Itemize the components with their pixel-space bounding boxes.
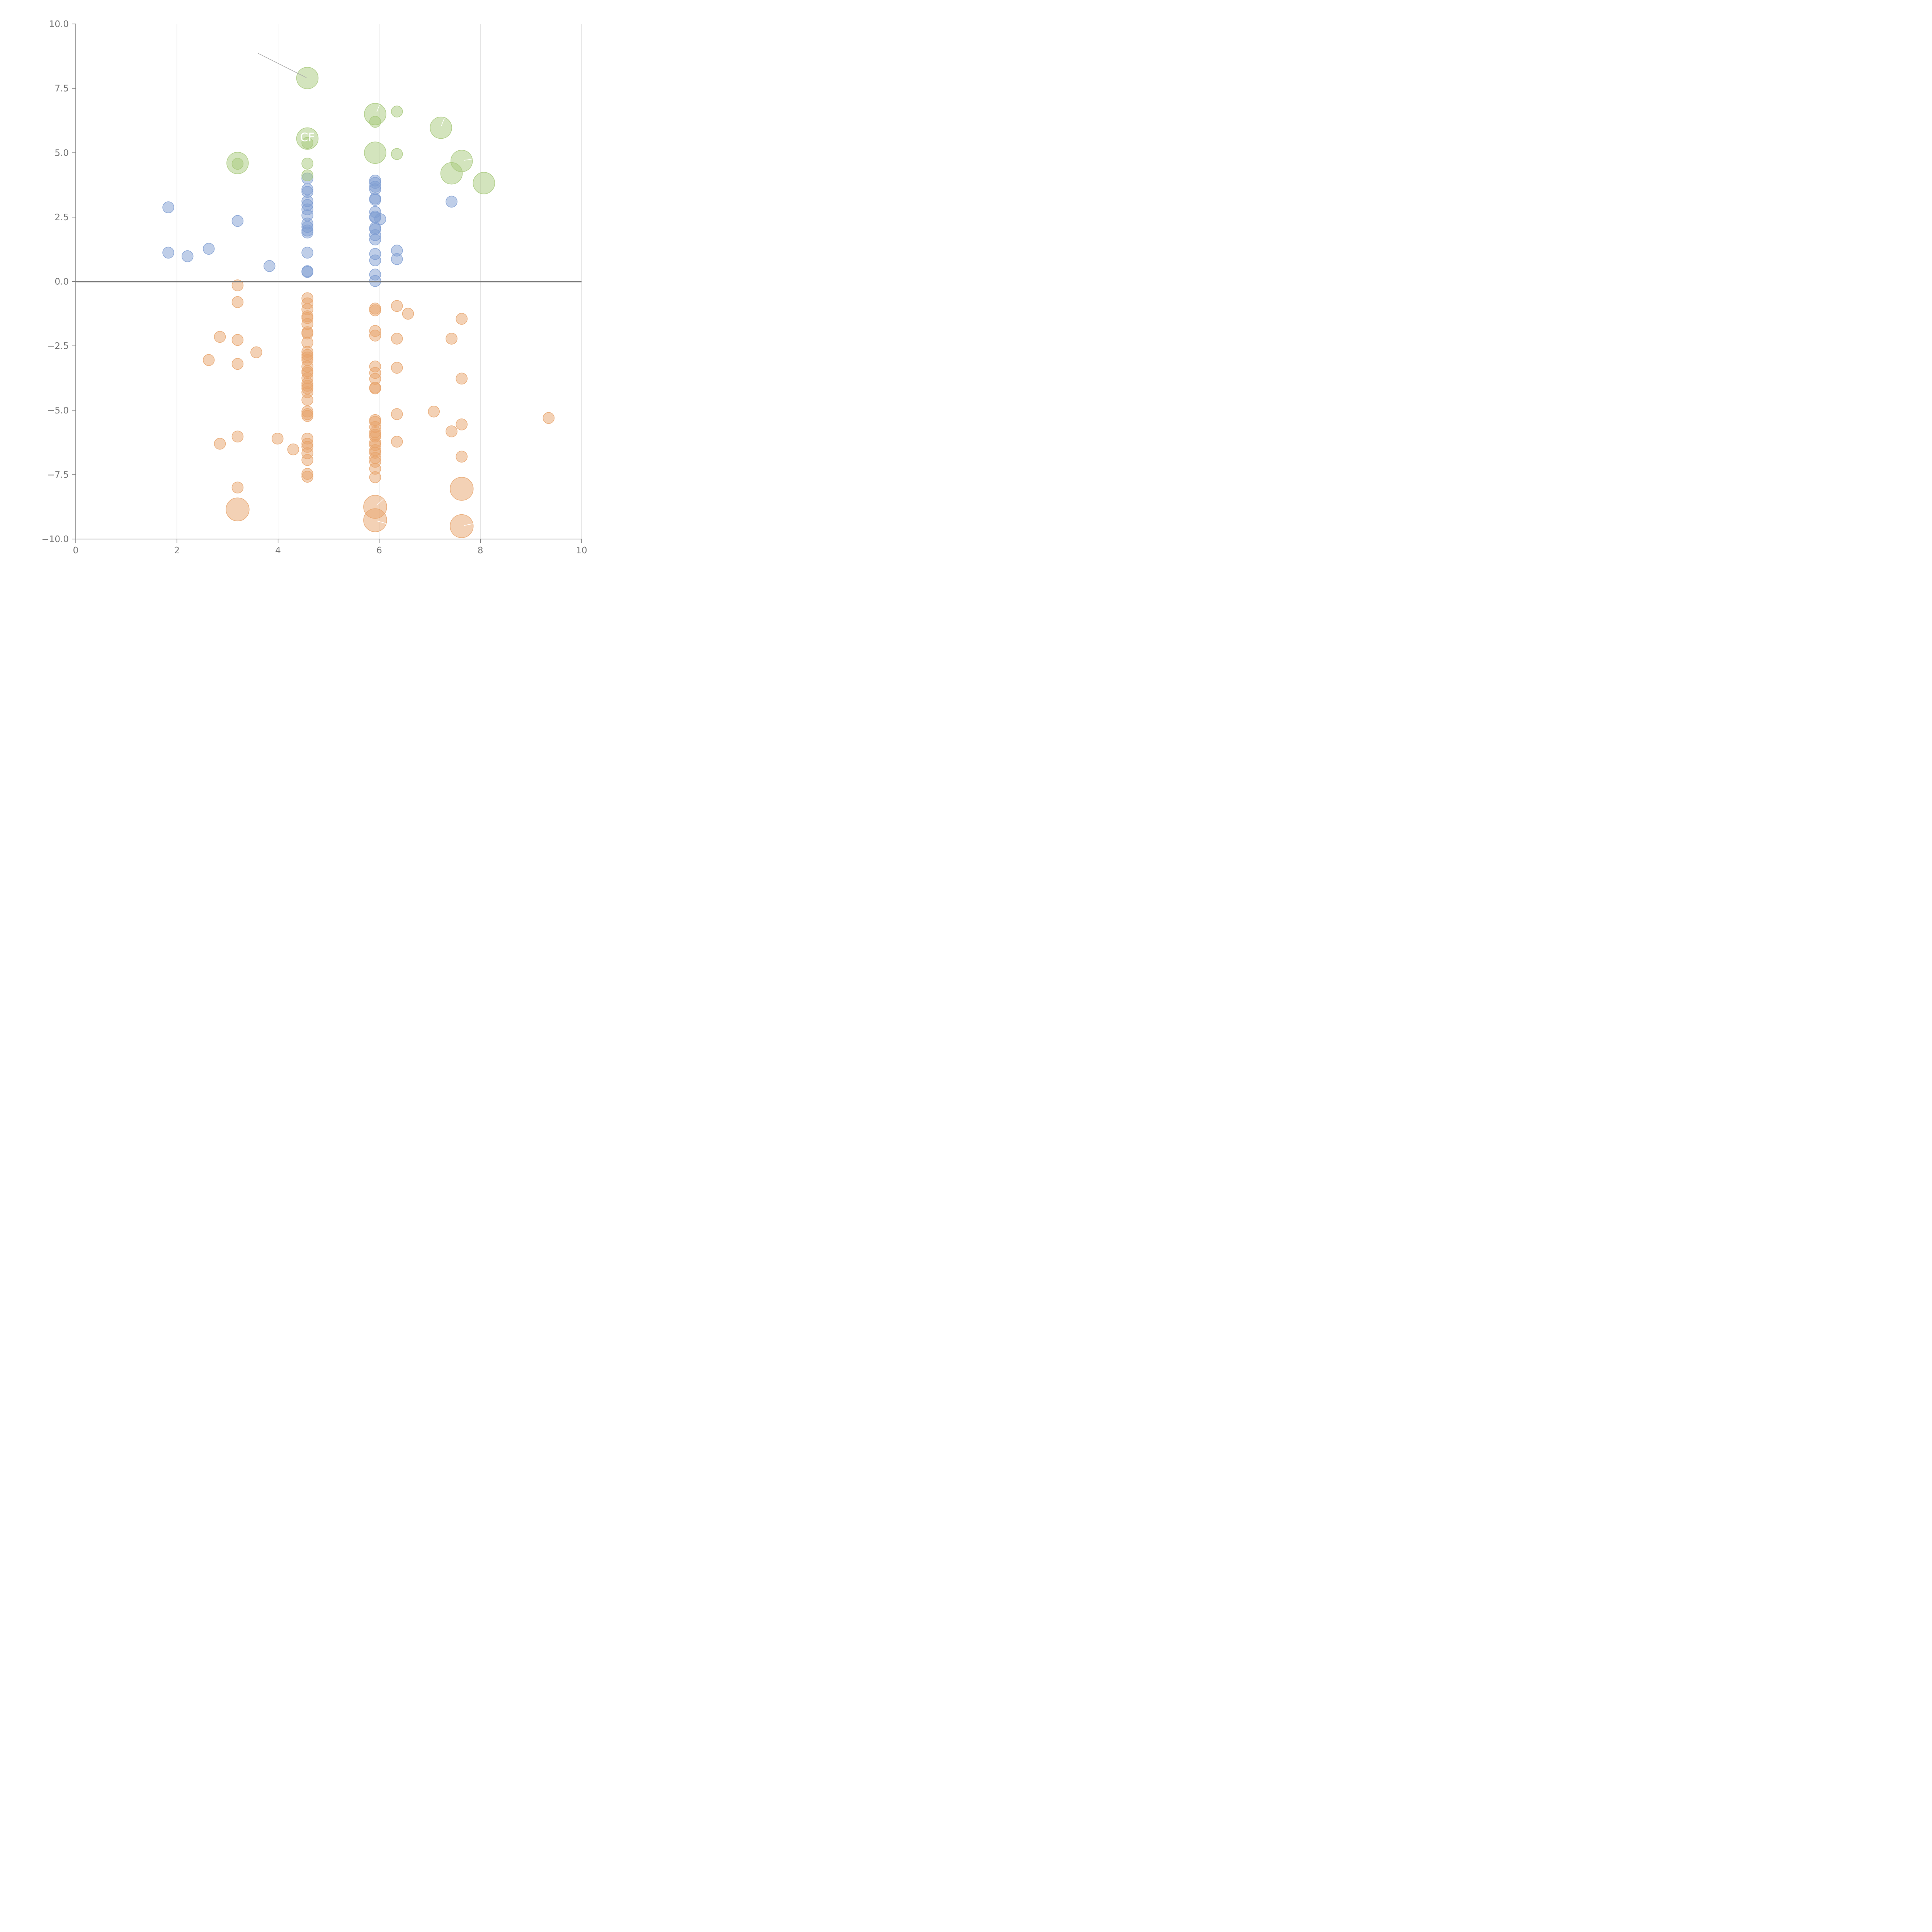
orange-bubble [450,477,474,501]
blue-bubble [301,266,313,278]
green-bubble [296,67,319,89]
blue-bubble [391,253,403,265]
green-bubble [473,172,495,194]
orange-bubble [231,358,244,370]
x-axis-ticks: 0 2 4 6 8 10 [73,539,587,556]
orange-bubble [428,405,440,418]
orange-bubble [287,443,299,456]
orange-bubble [272,432,284,445]
orange-bubble [391,333,403,345]
leader-line [258,53,307,78]
green-bubble [364,141,386,164]
blue-bubble [203,243,215,255]
x-tick-label: 2 [174,546,180,556]
orange-bubble [456,451,468,463]
blue-bubble [369,194,381,206]
y-tick-label: −2.5 [47,341,69,351]
blue-bubble [369,275,381,287]
y-tick-label: 10.0 [49,19,69,29]
leader-line [464,158,474,161]
x-tick-label: 0 [73,546,79,556]
annotations: CF [300,131,315,144]
orange-bubble [231,430,244,442]
orange-bubble [446,333,457,345]
orange-bubble [231,334,244,346]
orange-bubble [231,296,244,308]
series-blue [162,172,457,287]
orange-bubble [214,438,226,450]
leader-line [376,105,380,112]
orange-bubble [214,331,226,343]
leader-line [464,523,474,526]
bubble-annotation: CF [300,131,315,144]
y-tick-label: −7.5 [47,470,69,480]
green-bubble [369,116,381,128]
series-green [226,67,495,194]
x-tick-label: 8 [478,546,483,556]
blue-bubble [301,226,313,239]
y-tick-label: −5.0 [47,406,69,416]
orange-bubble [456,313,468,325]
leader-line [376,520,387,524]
green-bubble [301,157,313,170]
orange-bubble [456,418,468,430]
orange-bubble [226,497,250,522]
y-tick-label: 2.5 [54,213,69,223]
y-axis-ticks: 10.0 7.5 5.0 2.5 0.0 −2.5 −5.0 −7.5 −10.0 [42,19,76,544]
orange-bubble [231,279,244,291]
green-bubble [430,116,452,139]
leader-line [441,118,445,126]
orange-bubble [369,471,381,483]
orange-bubble [369,304,381,316]
orange-bubble [203,354,215,366]
leader-line [376,499,384,506]
orange-bubble [301,394,313,406]
green-bubble [391,148,403,160]
y-tick-label: −10.0 [42,534,69,544]
blue-bubble [374,213,386,225]
x-tick-label: 4 [275,546,281,556]
blue-bubble [446,196,457,208]
blue-bubble [369,233,381,246]
orange-bubble [391,300,403,312]
series-orange [203,279,555,538]
orange-bubble [301,410,313,422]
green-bubble [301,169,313,182]
orange-bubble [363,508,387,532]
label-leader-lines [258,53,474,526]
orange-bubble [369,382,381,395]
orange-bubble [391,408,403,420]
blue-bubble [301,247,313,259]
blue-bubble [162,247,174,259]
orange-bubble [301,471,313,483]
bubble-chart: 10.0 7.5 5.0 2.5 0.0 −2.5 −5.0 −7.5 −10.0 0 2 4 6 8 1… [42,19,587,556]
blue-bubble [369,254,381,267]
green-bubble [440,162,463,185]
orange-bubble [250,346,262,359]
green-bubble [231,158,244,170]
blue-bubble [182,250,194,262]
orange-bubble [450,514,474,538]
green-bubble [391,105,403,117]
orange-bubble [391,362,403,374]
y-tick-label: 5.0 [54,148,69,158]
green-bubble [301,137,313,149]
orange-bubble [301,454,313,466]
orange-bubble [543,412,555,424]
orange-bubble [231,481,244,493]
bubbles [162,67,555,538]
orange-bubble [402,308,414,320]
y-tick-label: 0.0 [54,277,69,287]
orange-bubble [391,435,403,448]
y-tick-label: 7.5 [54,84,69,94]
orange-bubble [446,425,457,437]
orange-bubble [456,372,468,385]
orange-bubble [369,330,381,342]
x-tick-label: 10 [576,546,587,556]
blue-bubble [162,201,174,213]
x-tick-label: 6 [376,546,382,556]
blue-bubble [264,260,276,272]
blue-bubble [231,215,244,227]
